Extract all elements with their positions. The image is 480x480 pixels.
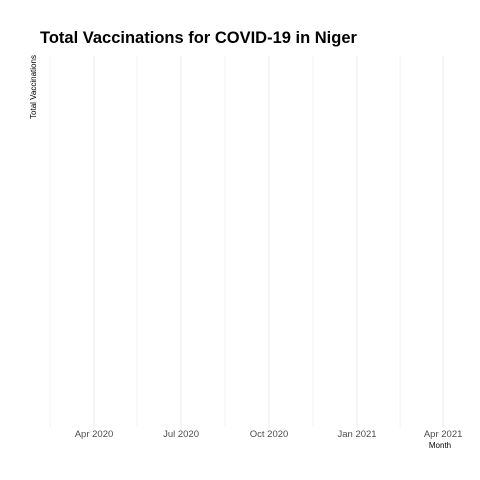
- y-axis-label: Total Vaccinations: [29, 55, 38, 119]
- x-tick-label: Jul 2020: [163, 429, 199, 440]
- x-axis-label: Month: [429, 441, 451, 450]
- x-axis-ticks: Apr 2020 Jul 2020 Oct 2020 Jan 2021 Apr 2021: [75, 429, 463, 440]
- x-tick-label: Apr 2020: [75, 429, 114, 440]
- grid: [49, 56, 444, 427]
- x-tick-label: Apr 2021: [424, 429, 463, 440]
- chart-title: Total Vaccinations for COVID-19 in Niger: [40, 29, 358, 47]
- x-tick-label: Oct 2020: [250, 429, 289, 440]
- x-tick-label: Jan 2021: [337, 429, 376, 440]
